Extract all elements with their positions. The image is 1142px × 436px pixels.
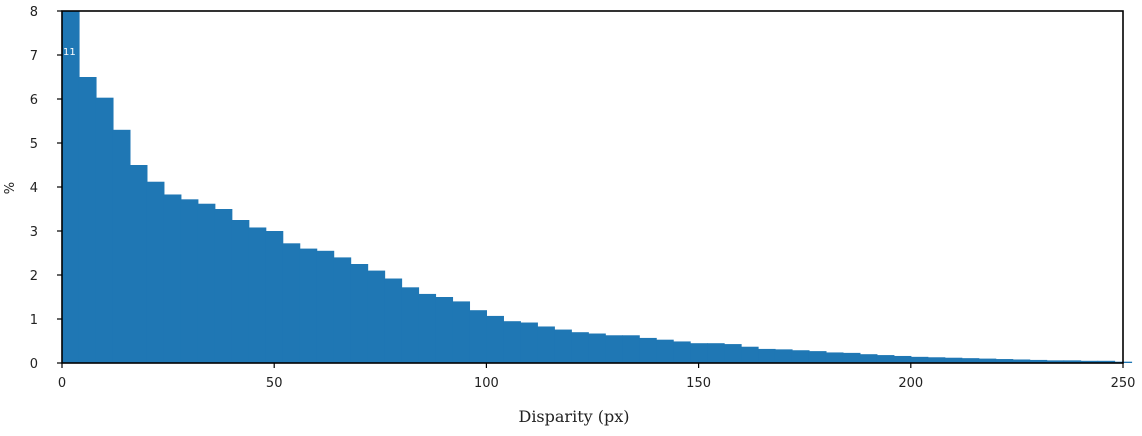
- histogram-bar: [791, 350, 810, 363]
- histogram-bar: [469, 310, 487, 363]
- y-tick-label: 8: [30, 5, 38, 20]
- x-tick-label: 200: [898, 376, 923, 391]
- x-tick-label: 150: [686, 376, 711, 391]
- histogram-bar: [1080, 360, 1099, 363]
- y-axis-label: %: [3, 182, 18, 194]
- histogram-bar: [876, 355, 895, 363]
- histogram-bar: [893, 355, 912, 363]
- histogram-bar: [673, 341, 691, 363]
- histogram-bar: [537, 326, 555, 363]
- histogram-bar: [214, 209, 233, 363]
- x-ticks: 0 50 100 150 200 250: [58, 363, 1136, 391]
- histogram-bar: [995, 359, 1014, 363]
- y-tick-label: 6: [30, 93, 38, 108]
- histogram-bar: [112, 129, 131, 363]
- y-tick-label: 5: [30, 137, 38, 152]
- histogram-bar: [1063, 360, 1082, 363]
- histogram-bar: [588, 333, 606, 363]
- histogram-bar: [197, 203, 216, 363]
- histogram-bar: [1029, 359, 1048, 363]
- histogram-bar: [605, 335, 623, 363]
- histogram-bar: [741, 346, 759, 363]
- histogram-bar: [961, 358, 980, 363]
- histogram-bar: [231, 220, 250, 363]
- histogram-bar: [418, 293, 437, 363]
- histogram-bar: [163, 194, 182, 363]
- histogram-bar: [707, 343, 725, 363]
- histogram-bar: [656, 339, 674, 363]
- histogram-bar: [282, 243, 301, 363]
- x-axis-label: Disparity (px): [518, 407, 629, 426]
- overflow-annotation: 11: [63, 47, 76, 58]
- histogram-bar: [129, 165, 148, 363]
- y-tick-label: 0: [30, 357, 38, 372]
- y-tick-label: 3: [30, 225, 38, 240]
- histogram-bar: [944, 357, 963, 363]
- histogram-bar: [724, 344, 742, 363]
- histogram-bar: [622, 335, 640, 363]
- histogram-bar: [333, 257, 352, 363]
- histogram-bar: [910, 356, 929, 363]
- histogram-bar: [350, 264, 369, 363]
- y-tick-label: 2: [30, 269, 38, 284]
- histogram-bar: [927, 357, 946, 363]
- x-tick-label: 100: [474, 376, 499, 391]
- bars-group: [62, 11, 1133, 364]
- histogram-bar: [554, 329, 572, 363]
- histogram-bar: [859, 354, 878, 363]
- y-tick-label: 4: [30, 181, 38, 196]
- histogram-bar: [78, 77, 97, 363]
- histogram-bar: [384, 278, 403, 363]
- histogram-bar: [571, 332, 589, 363]
- histogram-bar: [808, 351, 827, 363]
- histogram-bar: [639, 337, 657, 363]
- x-tick-label: 250: [1111, 376, 1136, 391]
- histogram-bar: [486, 315, 504, 363]
- histogram-bar: [842, 352, 861, 363]
- histogram-bar: [1012, 359, 1031, 363]
- histogram-bar: [62, 11, 80, 363]
- histogram-bar: [435, 297, 454, 363]
- histogram-bar: [180, 199, 199, 363]
- x-tick-label: 0: [58, 376, 66, 391]
- histogram-bar: [520, 322, 538, 363]
- histogram-bar: [146, 181, 165, 363]
- histogram-bar: [978, 358, 997, 363]
- y-ticks: 0 1 2 3 4 5 6 7 8: [30, 5, 62, 372]
- histogram-bar: [95, 97, 114, 364]
- histogram-bar: [299, 248, 318, 363]
- x-tick-label: 50: [266, 376, 283, 391]
- histogram-bar: [1097, 360, 1116, 363]
- histogram-bar: [758, 348, 776, 363]
- histogram-bar: [452, 301, 471, 363]
- y-tick-label: 1: [30, 313, 38, 328]
- histogram-bar: [367, 270, 386, 363]
- histogram-bar: [825, 352, 844, 363]
- histogram-bar: [1046, 360, 1065, 363]
- histogram-bar: [401, 287, 420, 363]
- histogram-bar: [690, 343, 708, 363]
- histogram-bar: [774, 349, 793, 363]
- histogram-bar: [248, 227, 267, 363]
- histogram-bar: [503, 321, 521, 363]
- y-tick-label: 7: [30, 49, 38, 64]
- histogram-bar: [265, 231, 284, 363]
- histogram-bar: [316, 250, 335, 363]
